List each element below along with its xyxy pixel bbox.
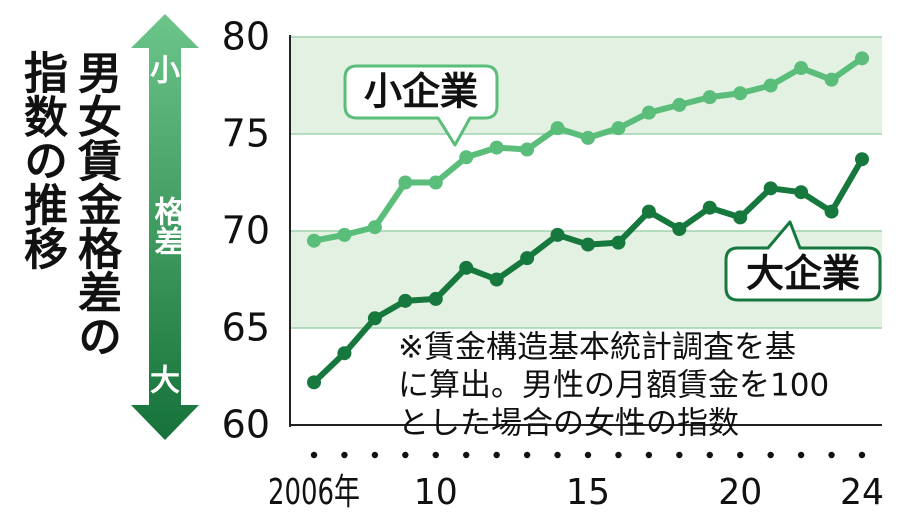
point (550, 121, 565, 136)
point (855, 152, 869, 167)
x-tick-dot (767, 451, 774, 459)
x-tick-label: 20 (718, 472, 762, 513)
point (824, 204, 839, 219)
y-tick-label: 75 (222, 112, 270, 156)
y-tick-label: 60 (222, 403, 270, 447)
x-tick-dot (797, 451, 805, 459)
x-tick-dot (828, 451, 835, 459)
x-tick-dot (676, 451, 683, 459)
y-tick-label: 70 (222, 209, 270, 253)
chart-title: 男女賃金格差の指数の推移 (16, 50, 121, 358)
x-tick-dot (341, 451, 348, 459)
x-tick-dot (858, 451, 866, 459)
point (459, 260, 474, 275)
x-tick-dot (554, 451, 561, 459)
legend-callout (724, 220, 882, 302)
point (641, 204, 656, 219)
point (702, 200, 717, 215)
point (398, 293, 413, 308)
legend-label: 小企業 (364, 70, 478, 114)
point (581, 130, 595, 145)
legend-callout (343, 64, 499, 147)
x-tick-label: 2006年 (268, 472, 360, 513)
point (611, 235, 626, 250)
legend-label: 大企業 (746, 252, 860, 296)
point (307, 233, 321, 248)
x-tick-dot (645, 451, 653, 459)
point (763, 78, 778, 93)
x-tick-label: 10 (414, 472, 458, 513)
point (672, 97, 687, 112)
point (428, 175, 443, 190)
arrow-label: 格差 (149, 196, 185, 256)
point (550, 227, 565, 242)
point (459, 150, 474, 165)
arrow-label: 大 (150, 364, 180, 399)
point (611, 121, 626, 136)
note: に算出。男性の月額賃金を100 (398, 368, 829, 404)
x-tick-dot (706, 451, 713, 459)
x-tick-dot (432, 451, 439, 459)
point (489, 272, 504, 287)
point (581, 237, 595, 252)
point (307, 375, 321, 390)
x-tick-dot (493, 451, 500, 459)
gap-arrow (131, 14, 199, 440)
x-tick-dot (371, 451, 379, 459)
point (428, 291, 443, 306)
point (520, 142, 535, 157)
point (337, 227, 352, 242)
point (398, 175, 413, 190)
note: ※賃金構造基本統計調査を基 (398, 330, 796, 366)
point (702, 90, 717, 105)
point (489, 140, 504, 155)
point (794, 61, 809, 76)
point (367, 220, 382, 235)
y-tick-label: 65 (222, 306, 270, 350)
note: とした場合の女性の指数 (398, 406, 739, 442)
point (855, 51, 869, 66)
point (824, 72, 839, 87)
x-tick-dot (737, 451, 744, 459)
x-tick-dot (310, 451, 318, 459)
point (641, 105, 656, 120)
point (763, 181, 778, 196)
point (520, 251, 535, 266)
point (794, 185, 809, 200)
x-tick-dot (523, 451, 531, 459)
point (367, 311, 382, 326)
x-tick-label: 15 (566, 472, 610, 513)
x-tick-dot (615, 451, 622, 459)
x-tick-dot (584, 451, 592, 459)
point (672, 222, 687, 237)
arrow-label: 小 (150, 54, 180, 89)
point (337, 346, 352, 361)
x-tick-dot (402, 451, 409, 459)
x-tick-label: 24 (840, 472, 884, 513)
x-tick-dot (463, 451, 470, 459)
point (733, 86, 748, 101)
point (733, 210, 748, 225)
y-tick-label: 80 (222, 15, 270, 59)
